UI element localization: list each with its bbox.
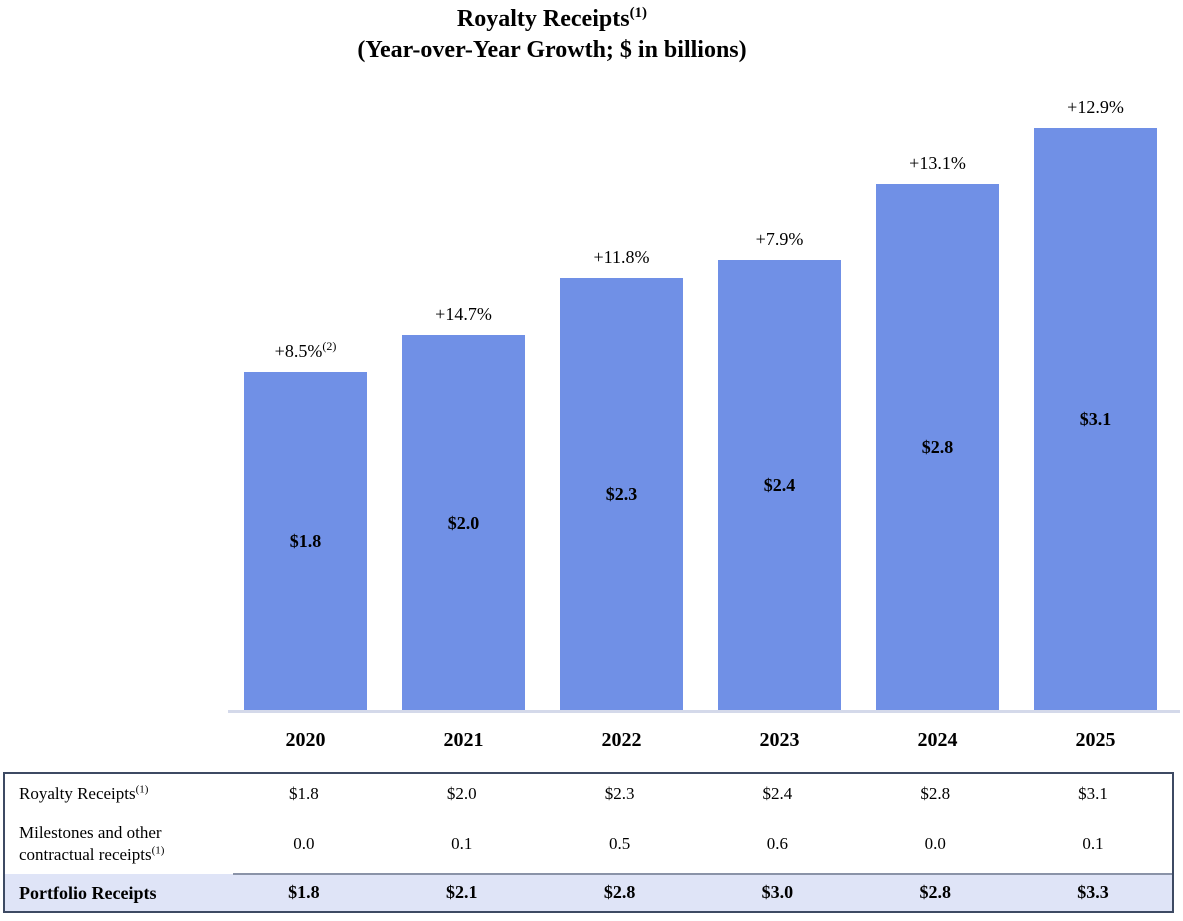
bar-value-label-2024: $2.8 [921,437,954,457]
x-axis-tick-2024: 2024 [917,729,958,751]
title-footnote-marker: (1) [629,5,648,21]
table-cell: $2.3 [604,784,635,803]
page-title: Royalty Receipts(1) [0,4,1104,35]
x-axis-tick-2021: 2021 [443,729,484,751]
growth-label-text: +8.5% [274,341,323,361]
table-row: Portfolio Receipts $1.8 $2.1 $2.8 $3.0 $2.8 $3… [5,873,1172,911]
bar-2021 [402,335,525,710]
growth-label-text: +7.9% [755,229,804,249]
table-row: Royalty Receipts(1) $1.8 $2.0 $2.3 $2.4 $2.8 $… [5,774,1172,814]
table-cell: $2.1 [445,882,478,902]
growth-label-2024: +13.1% [851,151,1024,175]
bar-chart: +8.5%(2) $1.8 2020 +14.7% $2.0 2021 +11.8% $2.3… [219,95,1182,751]
page-title-text: Royalty Receipts [456,6,630,32]
table-row: Milestones and other contractual receipt… [5,814,1172,874]
table-cell: $2.4 [762,784,793,803]
row-label-text: Milestones and other contractual receipt… [19,823,162,864]
bar-value-label-2020: $1.8 [289,531,322,551]
sum-rule [233,873,1172,875]
table-cell: $1.8 [289,784,319,803]
table-cell: 0.0 [293,834,315,853]
bar-value-label-2023: $2.4 [763,475,796,495]
bar-2020 [244,372,367,710]
bar-value-label-2022: $2.3 [605,484,638,504]
table-cell: $2.8 [919,882,951,902]
bar-2025 [1034,128,1157,710]
growth-label-2023: +7.9% [693,227,866,251]
row-footnote-marker: (1) [135,783,149,796]
table-cell: $3.3 [1077,882,1109,902]
growth-label-text: +12.9% [1067,97,1124,117]
table-cell: 0.1 [451,834,473,853]
growth-label-2020: +8.5%(2) [219,339,392,363]
growth-label-text: +11.8% [593,247,650,267]
row-label-text: Portfolio Receipts [19,882,157,903]
table-cell: $2.8 [920,784,951,803]
growth-label-2021: +14.7% [377,302,550,326]
growth-label-text: +14.7% [435,304,492,324]
row-footnote-marker: (1) [151,844,165,857]
bar-2024 [876,184,999,710]
x-axis-tick-2023: 2023 [759,729,800,751]
x-axis-tick-2020: 2020 [285,729,326,751]
bar-2023 [718,260,841,710]
table-cell: $2.0 [446,784,477,803]
table-cell: $3.0 [761,882,794,902]
table-cell: 0.6 [766,834,789,853]
table-cell: $1.8 [288,882,320,902]
bar-value-label-2021: $2.0 [447,513,480,533]
growth-label-2022: +11.8% [535,245,708,269]
x-axis-tick-2025: 2025 [1075,729,1116,751]
bar-value-label-2025: $3.1 [1079,409,1112,429]
row-label: Portfolio Receipts [5,882,225,904]
row-label: Royalty Receipts(1) [5,783,225,805]
table-cell: $2.8 [603,882,636,902]
growth-footnote-marker: (2) [322,339,337,353]
row-label-text: Royalty Receipts [19,784,136,803]
table-cell: 0.1 [1082,834,1104,853]
chart-subtitle: (Year-over-Year Growth; $ in billions) [357,37,747,63]
x-axis-tick-2022: 2022 [601,729,642,751]
x-axis-line [228,710,1180,713]
growth-label-text: +13.1% [909,153,966,173]
bar-2022 [560,278,683,710]
row-label: Milestones and other contractual receipt… [5,822,225,866]
table-cell: $3.1 [1078,784,1108,803]
chart-title-block: Royalty Receipts(1) (Year-over-Year Grow… [0,4,1104,66]
receipts-table: Royalty Receipts(1) $1.8 $2.0 $2.3 $2.4 $2.8 $… [3,772,1174,913]
table-cell: 0.0 [924,834,946,853]
table-cell: 0.5 [608,834,631,853]
growth-label-2025: +12.9% [1009,95,1182,119]
